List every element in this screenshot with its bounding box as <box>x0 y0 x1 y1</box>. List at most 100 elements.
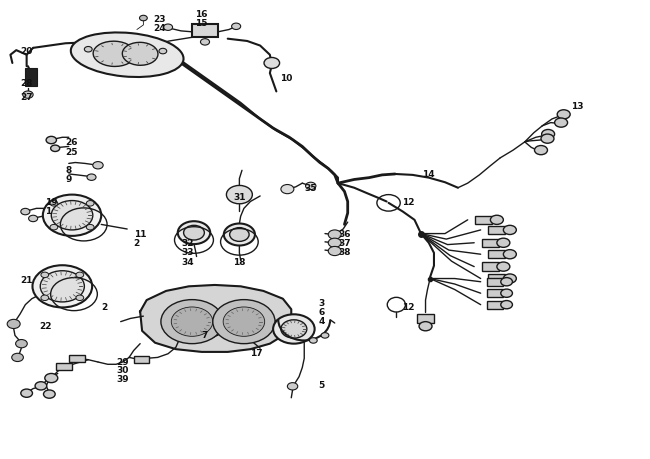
Bar <box>25 69 37 87</box>
Ellipse shape <box>43 195 101 236</box>
Circle shape <box>497 239 510 248</box>
Text: 8: 8 <box>66 166 72 174</box>
Circle shape <box>86 225 94 230</box>
Text: 26: 26 <box>66 138 78 147</box>
Text: 11: 11 <box>134 230 146 239</box>
FancyBboxPatch shape <box>487 301 502 309</box>
Text: 9: 9 <box>66 175 72 184</box>
Circle shape <box>500 290 512 298</box>
Text: 22: 22 <box>40 321 52 330</box>
Circle shape <box>172 307 213 336</box>
Circle shape <box>21 209 30 215</box>
Text: 24: 24 <box>153 24 166 33</box>
Text: 17: 17 <box>250 348 263 358</box>
Circle shape <box>200 39 209 46</box>
Circle shape <box>306 183 316 190</box>
Circle shape <box>309 338 317 343</box>
Circle shape <box>50 201 58 207</box>
Text: 18: 18 <box>233 257 246 266</box>
Polygon shape <box>140 285 291 352</box>
Text: 27: 27 <box>20 92 32 101</box>
FancyBboxPatch shape <box>488 251 505 259</box>
Circle shape <box>41 273 49 278</box>
Circle shape <box>76 296 84 301</box>
Circle shape <box>328 230 341 240</box>
Text: 20: 20 <box>20 46 32 56</box>
FancyBboxPatch shape <box>488 226 505 235</box>
Circle shape <box>490 216 503 225</box>
Circle shape <box>281 320 307 338</box>
Text: 6: 6 <box>318 308 325 316</box>
Text: 12: 12 <box>402 197 414 207</box>
FancyBboxPatch shape <box>482 239 499 247</box>
FancyBboxPatch shape <box>487 290 502 297</box>
Circle shape <box>16 340 27 348</box>
Circle shape <box>164 25 173 31</box>
Circle shape <box>503 250 516 259</box>
Ellipse shape <box>122 43 158 66</box>
Circle shape <box>40 271 84 302</box>
FancyBboxPatch shape <box>488 275 505 283</box>
Text: 2: 2 <box>134 239 140 248</box>
Circle shape <box>557 111 570 120</box>
Circle shape <box>541 135 554 144</box>
FancyBboxPatch shape <box>57 364 72 370</box>
Text: 16: 16 <box>195 10 208 19</box>
Circle shape <box>328 239 341 248</box>
Text: 28: 28 <box>20 78 32 88</box>
Circle shape <box>7 319 20 329</box>
Text: 35: 35 <box>304 184 317 193</box>
Circle shape <box>541 130 554 140</box>
Circle shape <box>84 47 92 53</box>
Circle shape <box>500 278 512 286</box>
Circle shape <box>497 263 510 272</box>
FancyBboxPatch shape <box>476 216 492 224</box>
Text: 32: 32 <box>181 239 194 248</box>
Circle shape <box>281 185 294 194</box>
Circle shape <box>87 174 96 181</box>
Bar <box>192 24 218 38</box>
Text: 12: 12 <box>402 303 414 312</box>
Text: 14: 14 <box>422 170 435 179</box>
FancyBboxPatch shape <box>417 314 434 323</box>
Circle shape <box>140 16 148 22</box>
Text: 36: 36 <box>338 230 350 239</box>
Circle shape <box>503 226 516 235</box>
Ellipse shape <box>71 34 183 78</box>
Text: 2: 2 <box>101 303 107 312</box>
Circle shape <box>44 390 55 398</box>
Text: 38: 38 <box>338 248 350 257</box>
FancyBboxPatch shape <box>70 355 85 362</box>
Circle shape <box>35 382 47 390</box>
Circle shape <box>50 225 58 230</box>
Circle shape <box>534 146 547 155</box>
Circle shape <box>86 201 94 207</box>
Circle shape <box>29 216 38 222</box>
Ellipse shape <box>32 266 92 308</box>
Circle shape <box>503 274 516 284</box>
Circle shape <box>213 300 275 344</box>
Circle shape <box>159 49 167 55</box>
Text: 3: 3 <box>318 298 325 307</box>
Circle shape <box>161 300 223 344</box>
FancyBboxPatch shape <box>487 278 502 286</box>
Text: 33: 33 <box>181 248 194 257</box>
Text: 7: 7 <box>202 330 208 339</box>
Text: 23: 23 <box>153 15 166 23</box>
Text: 15: 15 <box>195 19 208 28</box>
Ellipse shape <box>93 42 135 67</box>
Circle shape <box>500 301 512 309</box>
Text: 31: 31 <box>233 193 246 202</box>
Text: 34: 34 <box>181 257 194 266</box>
Circle shape <box>183 226 204 241</box>
Circle shape <box>226 186 252 204</box>
Text: 39: 39 <box>116 374 129 383</box>
Circle shape <box>51 146 60 152</box>
Circle shape <box>93 162 103 169</box>
Text: 19: 19 <box>45 197 57 207</box>
Text: 25: 25 <box>66 147 78 156</box>
Circle shape <box>223 307 265 336</box>
Text: 4: 4 <box>318 317 325 325</box>
Circle shape <box>287 383 298 390</box>
Circle shape <box>224 224 255 246</box>
